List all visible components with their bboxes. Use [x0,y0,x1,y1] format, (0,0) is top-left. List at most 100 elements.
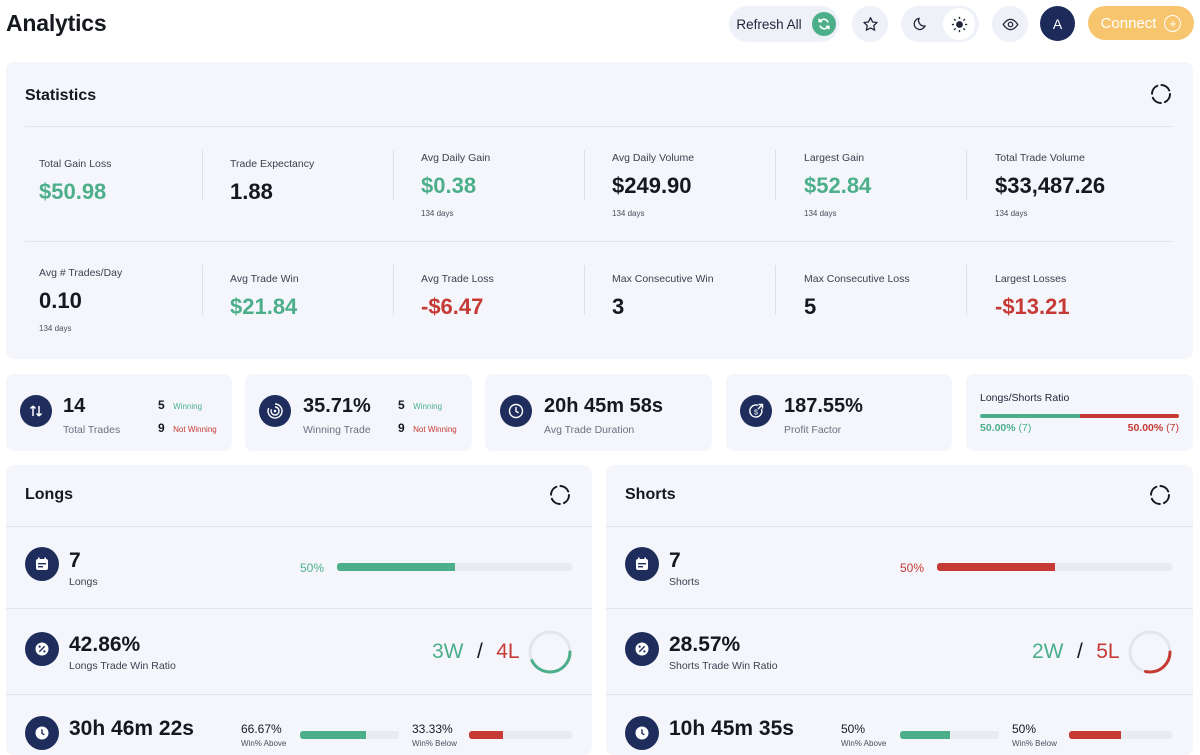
divider [6,608,592,609]
ratio-short-pct: 50.00% [1127,422,1164,434]
loading-spinner-icon[interactable] [1150,83,1172,105]
stat-label: Largest Losses [995,273,1067,285]
connect-label: Connect [1100,14,1157,32]
longs-losses: 4L [496,640,520,663]
shorts-above-label: Win% Above [841,739,887,748]
stat-value: -$6.47 [421,294,484,319]
longs-below-fill [469,731,504,739]
stat-label: Total Trade Volume [995,152,1085,164]
shorts-pct-label: 50% [900,561,925,575]
visibility-button[interactable] [992,6,1028,42]
stat-label: Total Gain Loss [39,158,112,170]
loading-spinner-icon[interactable] [549,484,571,506]
percent-icon [25,632,59,666]
shorts-count-label: Shorts [669,576,700,588]
sun-option[interactable] [943,8,975,40]
stat-label: Avg Daily Volume [612,152,695,164]
moon-icon[interactable] [913,16,929,32]
column-divider [202,150,203,200]
divider [606,694,1193,695]
plus-icon: + [1164,14,1182,32]
ratio-long-text: 50.00% (7) [980,422,1031,434]
connect-button[interactable]: Connect + [1088,6,1194,40]
loading-spinner-icon[interactable] [1149,484,1171,506]
shorts-wins: 2W [1032,640,1064,663]
longs-wins: 3W [432,640,464,663]
favorite-button[interactable] [852,6,888,42]
winning-count-row: 5 Winning [158,396,202,414]
not-winning-label: Not Winning [413,425,457,434]
longs-shorts-ratio-card: Longs/Shorts Ratio 50.00% (7) 50.00% (7) [966,374,1193,451]
longs-title: Longs [25,486,73,503]
stat-value: 5 [804,294,817,319]
longs-pct-fill [337,563,455,571]
avg-duration-value: 20h 45m 58s [544,395,663,417]
divider [6,526,592,527]
ratio-long-count: (7) [1018,422,1032,434]
clock-icon [625,716,659,750]
stat-value: $33,487.26 [995,173,1106,198]
avatar[interactable]: A [1040,6,1075,41]
shorts-pct-bar [937,563,1172,571]
winning-trade-label: Winning Trade [303,424,371,436]
winning-label: Winning [173,402,203,411]
stat-value: 0.10 [39,288,82,313]
longs-above-fill [300,731,366,739]
longs-above-pct: 66.67% [241,722,282,736]
star-icon [862,16,878,31]
stat-label: Trade Expectancy [230,158,315,170]
profit-icon: $ [740,395,772,427]
ratio-long-fill [980,414,1080,418]
shorts-duration: 10h 45m 35s [669,717,794,740]
winning-count-row: 5 Winning [398,396,442,414]
stat-value: $21.84 [230,294,298,319]
shorts-below-pct: 50% [1012,722,1037,736]
stat-subtext: 134 days [804,209,837,218]
ratio-long-pct: 50.00% [980,422,1016,434]
column-divider [584,265,585,315]
total-trades-label: Total Trades [63,424,121,436]
shorts-title: Shorts [625,486,676,503]
theme-toggle[interactable] [901,6,979,42]
stat-value: $52.84 [804,173,872,198]
ratio-short-count: (7) [1166,422,1179,434]
not-winning-label: Not Winning [173,425,217,434]
not-winning-count-row: 9 Not Winning [158,419,217,437]
total-trades-card: 14 Total Trades 5 Winning 9 Not Winning [6,374,232,451]
winning-label: Winning [413,402,443,411]
statistics-card: Statistics Total Gain Loss $50.98 Trade Ex… [6,62,1193,359]
stat-subtext: 134 days [39,324,72,333]
ratio-bar [980,414,1179,418]
ratio-title: Longs/Shorts Ratio [980,392,1070,404]
shorts-win-ratio: 28.57% [669,633,741,656]
stat-label: Avg Trade Win [230,273,299,285]
stat-subtext: 134 days [421,209,454,218]
shorts-pct-fill [937,563,1055,571]
divider [606,608,1193,609]
divider [6,694,592,695]
shorts-win-ring [1128,630,1172,674]
refresh-all-button[interactable]: Refresh All [729,6,839,42]
stat-label: Largest Gain [804,152,865,164]
statistics-title: Statistics [25,87,97,104]
column-divider [966,265,967,315]
stat-label: Avg # Trades/Day [39,267,123,279]
shorts-card: Shorts 7 Shorts 50% 28.57% Shorts Trade … [606,465,1193,755]
stat-item: Avg # Trades/Day 0.10 134 days [39,267,122,333]
stat-item: Trade Expectancy 1.88 [230,158,314,205]
svg-text:$: $ [754,409,758,416]
shorts-above-bar [900,731,999,739]
stat-value: 3 [612,294,625,319]
stat-item: Avg Daily Volume $249.90 134 days [612,152,694,218]
column-divider [393,150,394,200]
column-divider [584,150,585,200]
avg-duration-card: 20h 45m 58s Avg Trade Duration [485,374,712,451]
longs-below-label: Win% Below [412,739,457,748]
winning-trade-card: 35.71% Winning Trade 5 Winning 9 Not Win… [245,374,472,451]
longs-pct-label: 50% [300,561,325,575]
shorts-count: 7 [669,549,681,572]
stat-value: 1.88 [230,179,273,204]
stat-value: $50.98 [39,179,107,204]
longs-win-ratio-label: Longs Trade Win Ratio [69,660,176,672]
target-icon [259,395,291,427]
